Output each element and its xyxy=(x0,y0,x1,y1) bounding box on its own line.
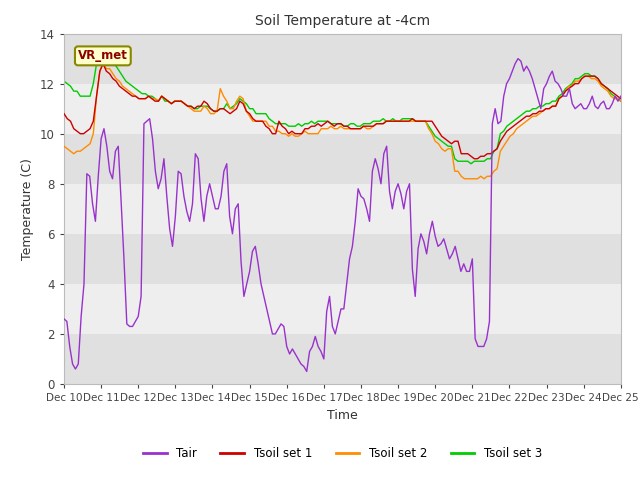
Bar xyxy=(64,334,621,384)
Bar xyxy=(64,184,621,234)
Bar xyxy=(64,284,621,334)
Title: Soil Temperature at -4cm: Soil Temperature at -4cm xyxy=(255,14,430,28)
Bar xyxy=(64,34,621,84)
Text: VR_met: VR_met xyxy=(78,49,128,62)
Bar xyxy=(64,234,621,284)
Legend: Tair, Tsoil set 1, Tsoil set 2, Tsoil set 3: Tair, Tsoil set 1, Tsoil set 2, Tsoil se… xyxy=(138,443,547,465)
Bar xyxy=(64,84,621,134)
Y-axis label: Temperature (C): Temperature (C) xyxy=(21,158,35,260)
Bar xyxy=(64,134,621,184)
X-axis label: Time: Time xyxy=(327,408,358,421)
